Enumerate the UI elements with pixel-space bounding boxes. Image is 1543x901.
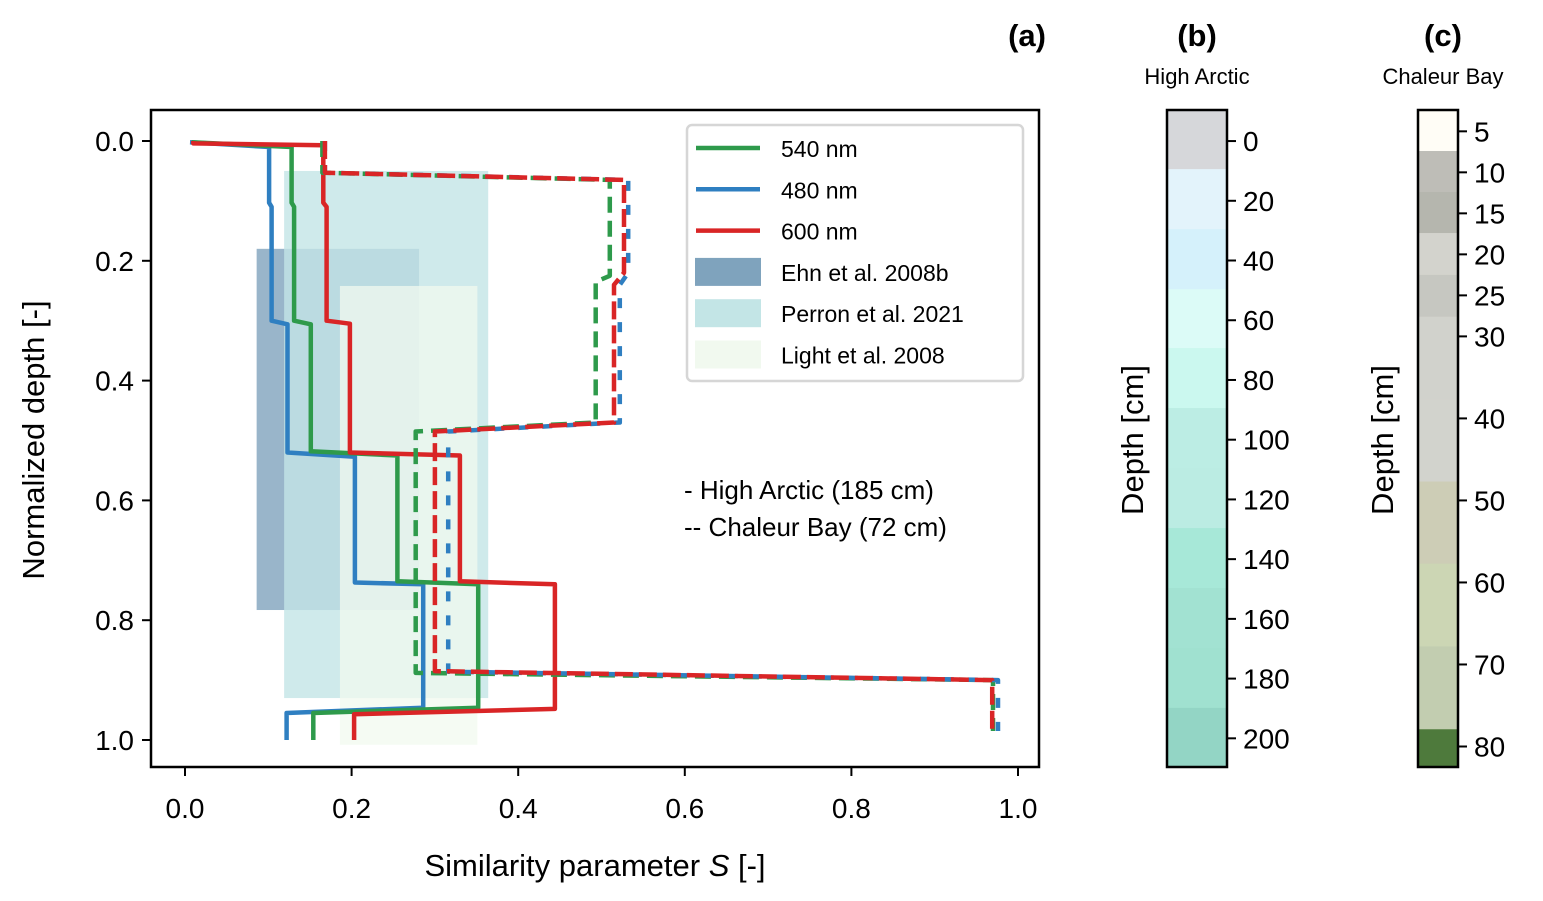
panel-label: (b) [1177,18,1217,53]
colorbar-band [1167,468,1227,529]
colorbar-tick-label: 10 [1474,157,1505,188]
legend-swatch [695,299,761,328]
colorbar-band [1418,110,1458,152]
legend-swatch [695,257,761,286]
colorbar-tick-label: 200 [1243,723,1290,754]
x-tick-label: 0.6 [665,793,704,824]
series-lines [189,139,1001,740]
colorbar-band [1167,229,1227,290]
colorbar-band [1418,399,1458,483]
colorbar-band [1167,528,1227,589]
legend-label: Light et al. 2008 [781,343,945,369]
x-tick-label: 1.0 [999,793,1038,824]
colorbar-ylabel: Depth [cm] [1365,365,1400,515]
panel-label: (c) [1424,18,1462,53]
line-600nm-chaleur-bay [322,141,995,731]
colorbar-band [1167,169,1227,230]
colorbar-band [1418,192,1458,234]
y-tick-label: 0.2 [95,246,134,277]
colorbar-band [1167,707,1227,768]
annotation-chaleur-bay: -- Chaleur Bay (72 cm) [684,512,947,542]
colorbar-title: Chaleur Bay [1382,64,1503,89]
legend-swatch [695,340,761,369]
reference-ranges [256,170,489,745]
y-axis-label: Normalized depth [-] [16,300,51,579]
colorbar-tick-label: 40 [1243,246,1274,277]
colorbar-tick-label: 15 [1474,198,1505,229]
legend-label: 600 nm [781,219,858,245]
colorbar-band [1167,648,1227,709]
plot-frame [149,108,1041,769]
legend-label: Perron et al. 2021 [781,301,964,327]
colorbar-tick-label: 50 [1474,485,1505,516]
colorbar-band [1418,646,1458,730]
colorbar-band [1167,110,1227,170]
x-tick-label: 0.2 [332,793,371,824]
colorbar-band [1167,588,1227,649]
legend-items: 540 nm 480 nm 600 nm Ehn et al. 2008b Perron… [695,136,964,369]
colorbar-tick-label: 70 [1474,649,1505,680]
colorbar-high-arctic: 0 20 40 60 80 100 120 140 160 180 200 (b) High Arcti… [1115,18,1290,769]
colorbar-band [1418,563,1458,647]
colorbar-band [1418,151,1458,193]
colorbar-ylabel: Depth [cm] [1115,365,1150,515]
colorbar-tick-label: 60 [1474,567,1505,598]
y-tick-label: 0.8 [95,605,134,636]
x-tick-label: 0.8 [832,793,871,824]
colorbar-band [1418,481,1458,565]
x-axis-ticks: 0.0 0.2 0.4 0.6 0.8 1.0 [166,767,1038,824]
y-tick-label: 0.6 [95,485,134,516]
x-axis-label: Similarity parameter S [-] [424,848,765,883]
y-axis-ticks: 0.0 0.2 0.4 0.6 0.8 1.0 [95,126,151,756]
colorbar-tick-label: 180 [1243,664,1290,695]
colorbar-tick-label: 30 [1474,321,1505,352]
colorbar-band [1167,289,1227,349]
colorbar-chaleur-bay: 5 10 15 20 25 30 40 50 60 70 80 (c) Chaleur Bay Depth… [1365,18,1505,769]
colorbar-band [1418,233,1458,276]
x-tick-label: 0.0 [166,793,205,824]
colorbar-band [1418,729,1458,768]
colorbar-tick-label: 20 [1474,239,1505,270]
colorbar-band [1418,316,1458,359]
range-light-et-al-2008 [339,285,478,745]
legend-label: 540 nm [781,136,858,162]
line-480nm-chaleur-bay [322,141,1001,731]
colorbar-band [1418,274,1458,318]
colorbar-tick-label: 20 [1243,186,1274,217]
colorbar-tick-label: 40 [1474,403,1505,434]
colorbar-tick-label: 100 [1243,425,1290,456]
colorbar-tick-label: 25 [1474,280,1505,311]
y-tick-label: 1.0 [95,725,134,756]
y-tick-label: 0.4 [95,366,134,397]
annotation-high-arctic: - High Arctic (185 cm) [684,475,934,505]
colorbar-tick-label: 80 [1243,365,1274,396]
legend-label: Ehn et al. 2008b [781,260,949,286]
colorbar-tick-label: 140 [1243,544,1290,575]
colorbar-band [1418,357,1458,401]
colorbars: 0 20 40 60 80 100 120 140 160 180 200 (b) High Arcti… [1115,18,1505,769]
line-540nm-high-arctic [191,139,481,740]
colorbar-tick-label: 0 [1243,126,1259,157]
x-tick-label: 0.4 [499,793,538,824]
legend: 540 nm 480 nm 600 nm Ehn et al. 2008b Perron… [685,123,1025,383]
y-tick-label: 0.0 [95,126,134,157]
colorbar-tick-label: 120 [1243,484,1290,515]
colorbar-band [1167,408,1227,469]
colorbar-tick-label: 80 [1474,731,1505,762]
colorbar-tick-label: 60 [1243,305,1274,336]
colorbar-tick-label: 5 [1474,116,1490,147]
panel-label-a: (a) [1008,18,1046,53]
colorbar-tick-label: 160 [1243,604,1290,635]
colorbar-title: High Arctic [1144,64,1249,89]
colorbar-band [1167,348,1227,409]
legend-frame [685,123,1025,383]
colorbar-frame [1416,108,1460,769]
colorbar-frame [1165,108,1229,769]
legend-label: 480 nm [781,177,858,203]
